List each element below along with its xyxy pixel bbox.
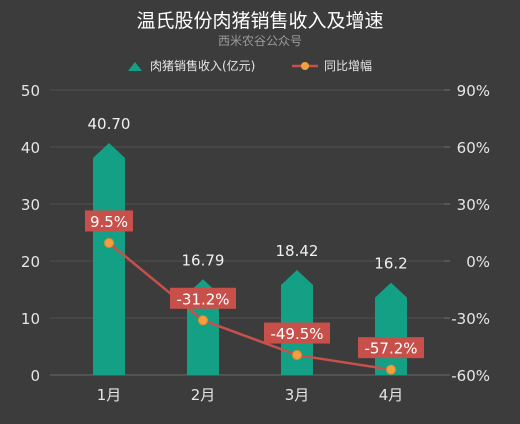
- growth-label: 9.5%: [90, 213, 128, 231]
- y-right-tick-label: 0%: [466, 253, 490, 271]
- legend-line-label: 同比增幅: [324, 58, 372, 73]
- legend-bar-marker: [128, 62, 142, 71]
- chart-title: 温氏股份肉猪销售收入及增速: [136, 10, 384, 32]
- growth-label-box: [264, 322, 330, 344]
- y-left-tick-label: 30: [21, 196, 40, 214]
- growth-point: [198, 315, 208, 326]
- growth-label-box: [85, 210, 133, 232]
- bar-value-label: 18.42: [276, 242, 319, 260]
- bar: [375, 282, 407, 375]
- growth-point: [386, 364, 396, 375]
- y-right-tick-label: 60%: [457, 139, 490, 157]
- x-tick-label: 2月: [191, 386, 216, 404]
- x-tick-label: 1月: [97, 386, 122, 404]
- y-right-tick-label: -30%: [451, 310, 490, 328]
- bar-value-label: 16.2: [374, 255, 407, 273]
- x-tick-label: 3月: [285, 386, 310, 404]
- bar-value-label: 16.79: [182, 251, 225, 269]
- legend-line-dot: [301, 62, 309, 70]
- bar: [93, 143, 125, 375]
- x-tick-label: 4月: [379, 386, 404, 404]
- y-left-tick-label: 20: [21, 253, 40, 271]
- growth-point: [104, 237, 114, 248]
- growth-label: -57.2%: [364, 340, 417, 358]
- y-right-tick-label: -60%: [451, 367, 490, 385]
- growth-label-box: [358, 337, 424, 359]
- growth-label: -49.5%: [270, 325, 323, 343]
- y-left-tick-label: 40: [21, 139, 40, 157]
- legend-bar-label: 肉猪销售收入(亿元): [150, 58, 255, 73]
- growth-line: [108, 241, 392, 371]
- y-left-tick-label: 50: [21, 82, 40, 100]
- growth-label: -31.2%: [176, 290, 229, 308]
- growth-label-box: [170, 287, 236, 309]
- chart-subtitle: 西米农谷公众号: [217, 34, 302, 48]
- growth-point: [292, 350, 302, 361]
- bar-value-label: 40.70: [88, 115, 131, 133]
- y-left-tick-label: 10: [21, 310, 40, 328]
- y-left-tick-label: 0: [30, 367, 40, 385]
- y-right-tick-label: 30%: [457, 196, 490, 214]
- bar: [281, 270, 313, 375]
- y-right-tick-label: 90%: [457, 82, 490, 100]
